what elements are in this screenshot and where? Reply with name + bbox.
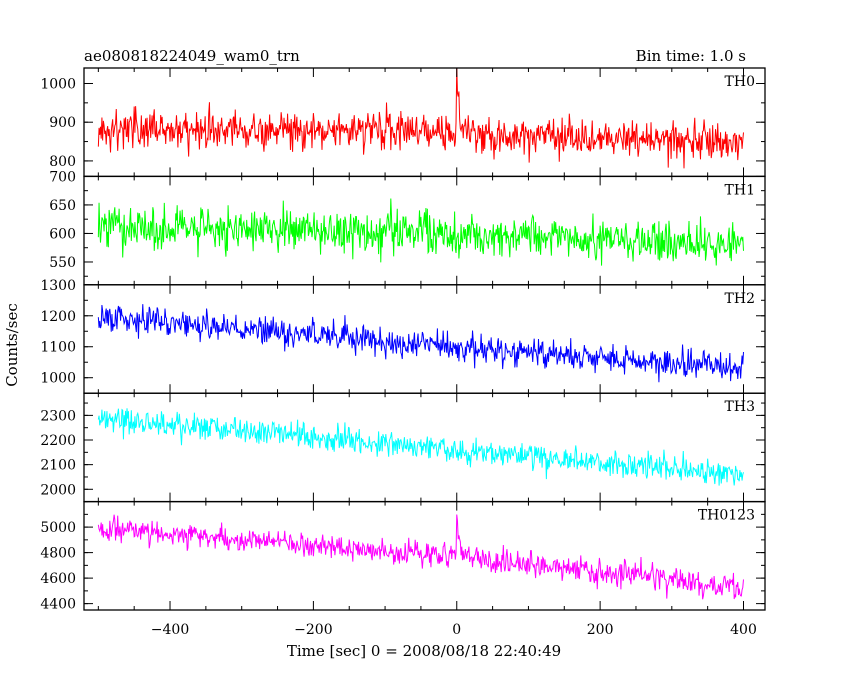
y-tick-label: 1200	[40, 309, 76, 325]
series-label-th1: TH1	[725, 182, 755, 198]
y-tick-label: 2200	[40, 433, 76, 449]
y-tick-label: 4800	[40, 546, 76, 562]
y-tick-label: 2000	[40, 482, 76, 498]
x-axis-label: Time [sec] 0 = 2008/08/18 22:40:49	[287, 642, 561, 660]
series-line-th3	[97, 408, 744, 486]
panel-frame	[83, 392, 766, 503]
panels: TH0 800 900 1000 TH1 550 600 650 700 TH2 1000 1100 1…	[40, 67, 766, 638]
x-tick-label: −400	[151, 622, 189, 638]
y-tick-label: 1000	[40, 371, 76, 387]
y-tick-label: 4400	[40, 597, 76, 613]
series-line-th1	[97, 198, 744, 266]
y-tick-label: 2100	[40, 458, 76, 474]
x-tick-label: 200	[587, 622, 614, 638]
x-tick-label: 0	[452, 622, 461, 638]
series-label-th2: TH2	[725, 291, 755, 307]
series-line-th2	[97, 304, 744, 383]
y-tick-label: 2300	[40, 408, 76, 424]
x-tick-label: 400	[730, 622, 757, 638]
series-line-th0	[97, 68, 744, 169]
chart-title: ae080818224049_wam0_trn	[84, 47, 300, 65]
y-tick-label: 600	[49, 226, 76, 242]
y-tick-label: 800	[49, 154, 76, 170]
y-tick-label: 5000	[40, 520, 76, 536]
series-label-th0123: TH0123	[698, 508, 755, 524]
panel-frame	[83, 500, 766, 611]
y-tick-label: 1100	[40, 340, 76, 356]
bin-time-label: Bin time: 1.0 s	[636, 47, 746, 65]
y-tick-label: 4600	[40, 571, 76, 587]
x-tick-label: −200	[294, 622, 332, 638]
y-tick-label: 550	[49, 255, 76, 271]
y-tick-label: 650	[49, 198, 76, 214]
y-tick-label: 1300	[40, 278, 76, 294]
y-axis-label: Counts/sec	[3, 303, 21, 387]
y-tick-label: 900	[49, 115, 76, 131]
y-tick-label: 700	[49, 169, 76, 185]
y-tick-label: 1000	[40, 76, 76, 92]
series-label-th0: TH0	[725, 74, 755, 90]
series-label-th3: TH3	[725, 399, 755, 415]
panel-frame	[83, 284, 766, 394]
series-line-th0123	[97, 514, 744, 600]
